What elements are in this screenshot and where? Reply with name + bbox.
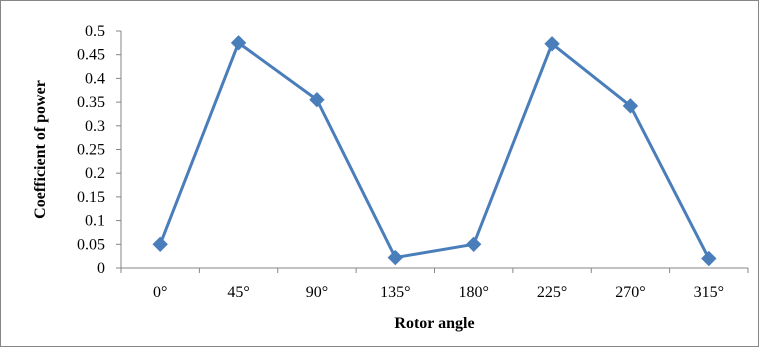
- x-tick-label: 135°: [380, 284, 410, 301]
- data-point-marker: [230, 35, 247, 51]
- y-axis-ticks: 0 0.05 0.1 0.15 0.2 0.25 0.3 0.35 0.4 0.45 0.5: [77, 23, 121, 277]
- y-tick-label: 0: [97, 260, 105, 277]
- x-axis-title: Rotor angle: [394, 315, 474, 332]
- x-axis-ticks: 0° 45° 90° 135° 180° 225° 270° 315°: [120, 268, 749, 301]
- data-point-marker: [544, 36, 560, 52]
- y-axis-title: Coefficient of power: [32, 80, 49, 219]
- data-point-marker: [701, 250, 717, 267]
- x-tick-label: 0°: [153, 284, 167, 301]
- x-tick-label: 180°: [458, 284, 488, 301]
- data-point-marker: [465, 236, 482, 253]
- y-tick-label: 0.3: [85, 118, 105, 135]
- y-tick-label: 0.2: [85, 165, 105, 182]
- y-tick-label: 0.15: [77, 189, 105, 206]
- series-line: [158, 41, 711, 260]
- series-group: [152, 35, 717, 267]
- y-tick-label: 0.5: [85, 23, 105, 40]
- y-tick-label: 0.1: [85, 213, 105, 230]
- y-tick-label: 0.35: [77, 94, 105, 111]
- data-point-marker: [622, 98, 639, 114]
- y-tick-label: 0.45: [77, 47, 105, 64]
- x-tick-label: 315°: [694, 284, 724, 301]
- x-tick-label: 225°: [537, 284, 567, 301]
- x-tick-label: 270°: [615, 284, 645, 301]
- data-point-marker: [152, 236, 168, 253]
- x-tick-label: 45°: [227, 284, 249, 301]
- x-tick-label: 90°: [306, 284, 328, 301]
- y-tick-label: 0.4: [85, 70, 105, 87]
- y-tick-label: 0.25: [77, 142, 105, 159]
- y-tick-label: 0.05: [77, 236, 105, 253]
- data-point-marker: [309, 92, 325, 108]
- data-point-marker: [387, 249, 404, 266]
